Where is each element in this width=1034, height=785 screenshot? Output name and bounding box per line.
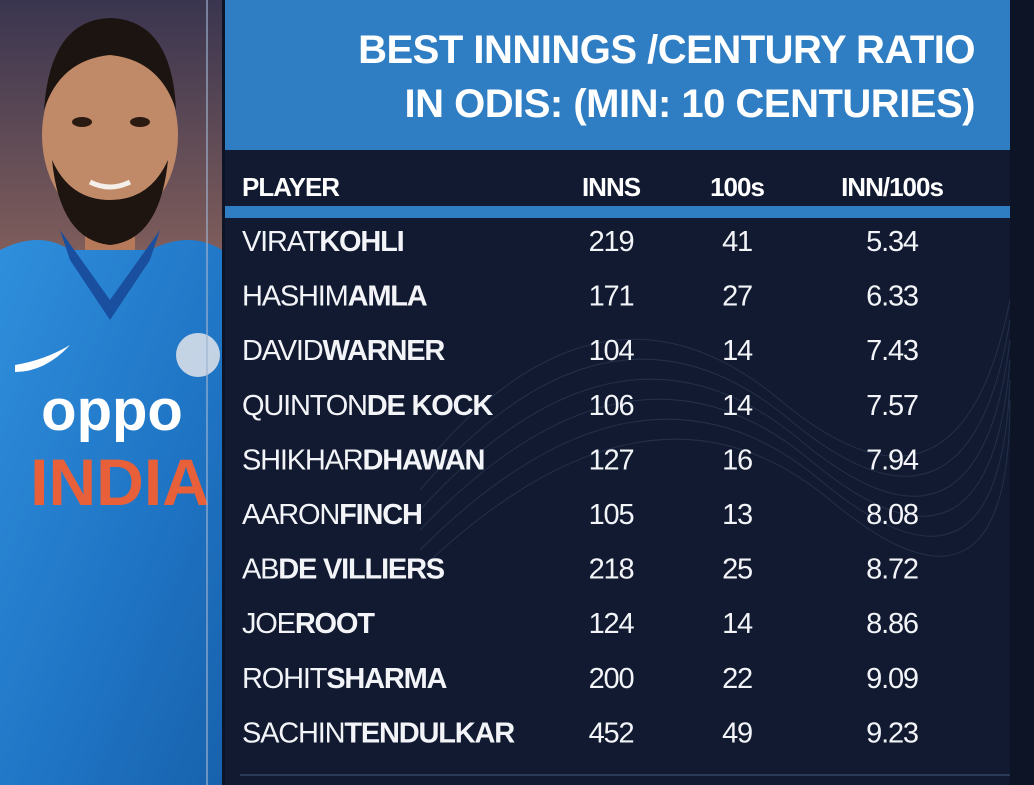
table-cell: 13 (722, 499, 752, 531)
column-header: PLAYER (242, 172, 340, 202)
table-cell: 5.34 (866, 226, 919, 258)
player-name: SHIKHARDHAWAN (242, 444, 484, 476)
player-name: AARONFINCH (242, 499, 422, 531)
table-cell: 8.72 (866, 554, 918, 586)
last-name: KOHLI (319, 226, 403, 258)
header-rule (225, 206, 1010, 218)
table-cell: 16 (722, 444, 752, 476)
player-name: HASHIMAMLA (242, 281, 428, 313)
player-photo: oppo INDIA (0, 0, 222, 785)
last-name: AMLA (348, 281, 428, 313)
table-cell: 14 (722, 608, 753, 640)
player-name: VIRATKOHLI (242, 226, 404, 258)
table-cell: 124 (589, 608, 635, 640)
first-name: AARON (242, 499, 339, 531)
table-cell: 9.23 (866, 717, 918, 749)
column-header: INNS (582, 172, 641, 202)
table-cell: 6.33 (866, 281, 918, 313)
table-cell: 41 (722, 226, 752, 258)
player-name: SACHINTENDULKAR (242, 717, 515, 749)
last-name: SHARMA (326, 663, 447, 695)
last-name: WARNER (322, 335, 445, 367)
first-name: VIRAT (242, 226, 321, 258)
table-cell: 22 (722, 663, 752, 695)
table-cell: 104 (589, 335, 635, 367)
last-name: FINCH (339, 499, 422, 531)
table-cell: 8.08 (866, 499, 918, 531)
first-name: HASHIM (242, 281, 348, 313)
table: PLAYER INNS 100s INN/100s VIRATKOHLI 219 41 5.3… (242, 172, 944, 749)
player-name: JOEROOT (242, 608, 375, 640)
table-cell: 14 (722, 390, 753, 422)
jersey-sponsor: oppo (41, 378, 183, 443)
table-cell: 49 (722, 717, 752, 749)
table-cell: 7.57 (866, 390, 918, 422)
player-name: DAVIDWARNER (242, 335, 445, 367)
last-name: DE KOCK (367, 390, 494, 422)
first-name: QUINTON (242, 390, 367, 422)
table-cell: 219 (589, 226, 634, 258)
last-name: DE VILLIERS (278, 554, 445, 586)
jersey-country: INDIA (30, 445, 210, 519)
last-name: DHAWAN (363, 444, 485, 476)
column-header: INN/100s (841, 172, 943, 202)
first-name: JOE (242, 608, 296, 640)
table-cell: 218 (589, 554, 634, 586)
table-cell: 8.86 (866, 608, 918, 640)
table-cell: 7.94 (866, 444, 919, 476)
first-name: SHIKHAR (242, 444, 363, 476)
decor-waves (419, 299, 1011, 571)
table-cell: 7.43 (866, 335, 918, 367)
player-name: ABDE VILLIERS (242, 554, 445, 586)
table-cell: 452 (589, 717, 634, 749)
first-name: ROHIT (242, 663, 328, 695)
table-cell: 14 (722, 335, 753, 367)
first-name: DAVID (242, 335, 323, 367)
table-cell: 105 (589, 499, 634, 531)
table-cell: 27 (722, 281, 752, 313)
first-name: AB (242, 554, 278, 586)
last-name: TENDULKAR (344, 717, 515, 749)
title-line: BEST INNINGS /CENTURY RATIO (358, 28, 975, 72)
player-name: ROHITSHARMA (242, 663, 448, 695)
player-name: QUINTONDE KOCK (242, 390, 493, 422)
table-cell: 127 (589, 444, 634, 476)
title-line: IN ODIS: (MIN: 10 CENTURIES) (405, 82, 975, 126)
table-cell: 106 (589, 390, 634, 422)
first-name: SACHIN (242, 717, 344, 749)
table-cell: 25 (722, 554, 752, 586)
last-name: ROOT (295, 608, 375, 640)
column-header: 100s (710, 172, 764, 202)
table-cell: 9.09 (866, 663, 918, 695)
title-band (225, 0, 1010, 150)
table-cell: 200 (589, 663, 634, 695)
table-cell: 171 (589, 281, 634, 313)
